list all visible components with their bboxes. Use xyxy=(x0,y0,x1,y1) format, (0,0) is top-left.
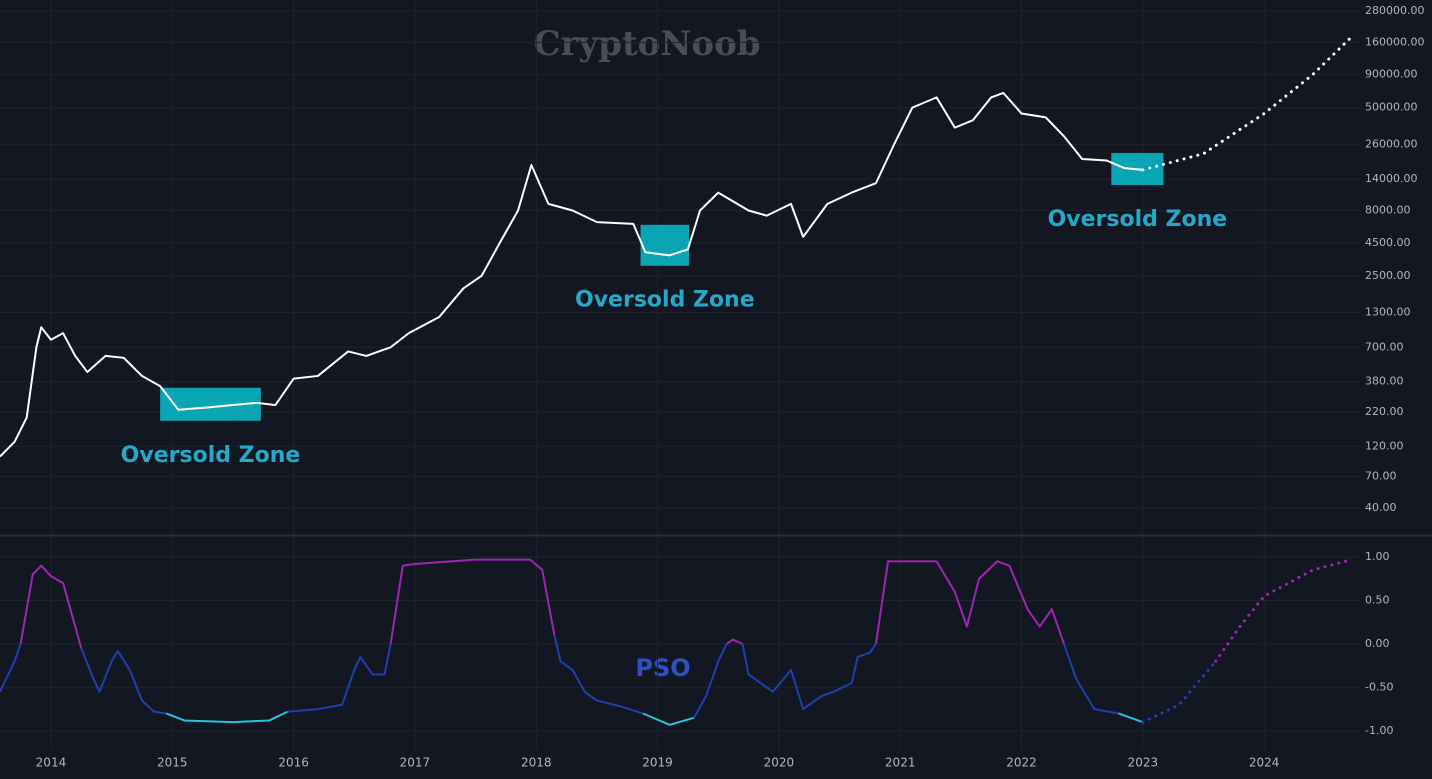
y-tick-label: 0.00 xyxy=(1365,637,1390,650)
price-line xyxy=(1141,35,1354,172)
y-tick-label: 26000.00 xyxy=(1365,137,1418,150)
pso-line xyxy=(1063,643,1119,715)
pso-line xyxy=(1141,659,1218,724)
x-tick-label: 2021 xyxy=(885,756,916,770)
y-tick-label: 1.00 xyxy=(1365,550,1390,563)
y-tick-label: 120.00 xyxy=(1365,439,1404,452)
y-tick-label: 8000.00 xyxy=(1365,203,1411,216)
x-tick-label: 2017 xyxy=(400,756,431,770)
y-tick-label: 14000.00 xyxy=(1365,172,1418,185)
y-tick-label: 380.00 xyxy=(1365,375,1404,388)
watermark: CryptoNoob xyxy=(533,24,760,64)
pso-line xyxy=(642,712,695,726)
price-line xyxy=(0,91,1143,458)
pso-line xyxy=(553,635,644,715)
y-tick-label: 4500.00 xyxy=(1365,236,1411,249)
annotation: Oversold Zone xyxy=(575,288,755,313)
pso-line xyxy=(726,638,743,645)
x-tick-label: 2018 xyxy=(521,756,552,770)
x-tick-label: 2016 xyxy=(278,756,309,770)
x-tick-label: 2014 xyxy=(36,756,67,770)
y-tick-label: 50000.00 xyxy=(1365,101,1418,114)
y-tick-label: 2500.00 xyxy=(1365,269,1411,282)
y-tick-label: 160000.00 xyxy=(1365,35,1425,48)
x-tick-label: 2020 xyxy=(764,756,795,770)
x-tick-label: 2024 xyxy=(1249,756,1280,770)
pso-line xyxy=(389,558,556,645)
y-tick-label: 220.00 xyxy=(1365,405,1404,418)
pso-line xyxy=(741,643,877,711)
y-tick-label: 40.00 xyxy=(1365,501,1397,514)
y-tick-label: -1.00 xyxy=(1365,724,1393,737)
pso-line xyxy=(165,710,288,724)
annotation: Oversold Zone xyxy=(1048,207,1228,232)
y-tick-label: 1300.00 xyxy=(1365,306,1411,319)
oversold-zone xyxy=(640,224,690,266)
annotation: Oversold Zone xyxy=(121,443,301,468)
x-tick-label: 2023 xyxy=(1128,756,1159,770)
y-tick-label: 90000.00 xyxy=(1365,68,1418,81)
pso-label: PSO xyxy=(635,654,690,682)
y-tick-label: 0.50 xyxy=(1365,593,1390,606)
y-tick-label: 700.00 xyxy=(1365,340,1404,353)
x-tick-label: 2015 xyxy=(157,756,188,770)
pso-line xyxy=(1118,712,1144,724)
y-tick-label: 280000.00 xyxy=(1365,4,1425,17)
pso-line xyxy=(1214,558,1354,663)
pso-line xyxy=(693,643,728,719)
y-tick-label: -0.50 xyxy=(1365,680,1393,693)
pso-line xyxy=(287,643,392,713)
x-tick-label: 2022 xyxy=(1006,756,1037,770)
pso-line xyxy=(19,564,83,649)
pso-line xyxy=(874,560,1065,645)
y-tick-label: 70.00 xyxy=(1365,470,1397,483)
x-tick-label: 2019 xyxy=(642,756,673,770)
pso-line xyxy=(80,647,167,715)
pso-line xyxy=(0,643,22,693)
